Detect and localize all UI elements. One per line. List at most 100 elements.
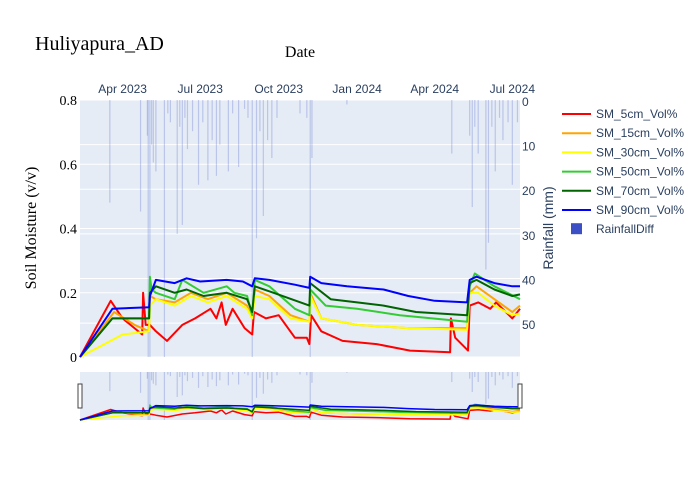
rainfall-bar bbox=[227, 372, 229, 386]
legend-item[interactable]: SM_5cm_Vol% bbox=[562, 107, 678, 121]
x-tick-label: Jul 2023 bbox=[178, 82, 224, 96]
rainfall-bar bbox=[202, 100, 204, 123]
rainfall-bar bbox=[163, 372, 166, 420]
rainfall-bar bbox=[149, 372, 151, 420]
rainfall-bar bbox=[211, 372, 213, 380]
legend-item[interactable]: SM_15cm_Vol% bbox=[562, 126, 684, 140]
y-tick-label: 0.8 bbox=[60, 94, 78, 109]
rainfall-bar bbox=[197, 372, 200, 388]
rainfall-bar bbox=[262, 372, 264, 394]
rainfall-bar bbox=[516, 100, 519, 123]
rainfall-bar bbox=[487, 372, 490, 399]
y2-tick-label: 0 bbox=[522, 95, 529, 109]
legend-label: SM_90cm_Vol% bbox=[596, 203, 684, 217]
rainfall-bar bbox=[502, 100, 504, 141]
x-tick-label: Apr 2024 bbox=[410, 82, 459, 96]
rainfall-bar bbox=[469, 372, 471, 379]
rainfall-bar bbox=[259, 372, 261, 378]
rainfall-bar bbox=[139, 100, 142, 212]
rainfall-bar bbox=[498, 372, 501, 376]
x-tick-label: Oct 2023 bbox=[254, 82, 303, 96]
rainfall-bar bbox=[167, 372, 169, 375]
rainfall-bar bbox=[346, 100, 348, 105]
y2-axis-title: Rainfall (mm) bbox=[540, 186, 556, 269]
rainfall-bar bbox=[251, 372, 253, 420]
rainfall-bar bbox=[181, 372, 183, 396]
rainfall-bar bbox=[146, 100, 148, 136]
rainfall-bar bbox=[516, 372, 519, 377]
legend: SM_5cm_Vol% SM_15cm_Vol% SM_30cm_Vol% SM_50… bbox=[562, 107, 684, 236]
rainfall-bar bbox=[299, 372, 301, 375]
rainfall-bar bbox=[184, 100, 186, 118]
rainfall-bar bbox=[471, 100, 473, 208]
rainfall-bar bbox=[262, 100, 264, 217]
y2-tick-label: 40 bbox=[522, 273, 536, 287]
rainfall-bar bbox=[227, 100, 229, 172]
rainfall-bar bbox=[451, 372, 453, 382]
rainfall-bar bbox=[169, 100, 171, 123]
series-line-sm-5cm-vol- bbox=[79, 407, 521, 421]
rainfall-bar bbox=[197, 100, 200, 185]
chart-title: Huliyapura_AD bbox=[35, 33, 164, 55]
rainfall-bar bbox=[485, 372, 487, 404]
rainfall-bar bbox=[147, 100, 149, 357]
rainfall-bar bbox=[149, 100, 151, 357]
rainfall-bar bbox=[155, 100, 157, 172]
x-axis-title: Date bbox=[285, 44, 315, 61]
rainfall-bar bbox=[202, 372, 204, 377]
rainfall-bar bbox=[255, 100, 258, 239]
rainfall-bar bbox=[207, 100, 209, 181]
rainfall-bar bbox=[146, 372, 148, 379]
main-plot-area[interactable]: 0 0.2 0.4 0.6 0.8 0 10 20 30 40 50 Apr 2023 Jul 2023… bbox=[60, 82, 536, 366]
rainfall-bar bbox=[152, 372, 154, 384]
rainfall-bar bbox=[471, 372, 473, 392]
rainfall-bar bbox=[511, 372, 513, 388]
rainfall-bar bbox=[179, 100, 181, 127]
legend-item[interactable]: SM_70cm_Vol% bbox=[562, 184, 684, 198]
rainfall-bar bbox=[485, 100, 487, 270]
rainfall-bar bbox=[276, 100, 278, 118]
range-slider[interactable] bbox=[77, 372, 523, 421]
legend-item[interactable]: SM_90cm_Vol% bbox=[562, 203, 684, 217]
rainfall-bar bbox=[474, 372, 476, 377]
rainfall-bar bbox=[215, 100, 218, 176]
rainfall-bar bbox=[243, 372, 246, 374]
y2-tick-label: 30 bbox=[522, 229, 536, 243]
y2-tick-label: 20 bbox=[522, 184, 536, 198]
rainfall-bar bbox=[255, 372, 258, 398]
rainfall-bar bbox=[155, 372, 157, 386]
rainfall-bar bbox=[491, 100, 493, 127]
legend-item[interactable]: SM_30cm_Vol% bbox=[562, 145, 684, 159]
rainfall-bar bbox=[219, 372, 221, 381]
series-line-sm-90cm-vol- bbox=[79, 275, 520, 358]
rainfall-bar bbox=[477, 372, 479, 382]
range-slider-right-handle[interactable] bbox=[517, 383, 523, 409]
series-line-sm-5cm-vol- bbox=[79, 291, 521, 358]
series-line-sm-90cm-vol- bbox=[79, 404, 520, 421]
rainfall-bar bbox=[207, 372, 209, 387]
rainfall-bar bbox=[309, 100, 311, 357]
legend-item[interactable]: RainfallDiff bbox=[571, 222, 654, 236]
rainfall-bar bbox=[167, 100, 169, 114]
rainfall-bar bbox=[152, 100, 154, 163]
rainfall-bar bbox=[186, 100, 189, 150]
legend-label: RainfallDiff bbox=[596, 222, 654, 236]
rainfall-bar bbox=[266, 100, 269, 141]
rainfall-bar bbox=[309, 372, 311, 420]
rainfall-bar bbox=[511, 100, 513, 185]
rainfall-bar bbox=[311, 100, 313, 159]
legend-item[interactable]: SM_50cm_Vol% bbox=[562, 165, 684, 179]
rainfall-bar bbox=[247, 372, 249, 376]
rainfall-bar bbox=[186, 372, 189, 382]
rainfall-bar bbox=[311, 372, 313, 383]
rainfall-bar bbox=[179, 372, 181, 377]
range-slider-left-handle[interactable] bbox=[77, 383, 83, 409]
rainfall-bar bbox=[191, 100, 194, 132]
legend-label: SM_5cm_Vol% bbox=[596, 107, 678, 121]
rainfall-bar bbox=[507, 372, 509, 377]
rainfall-bar bbox=[494, 372, 496, 386]
rainfall-bar bbox=[109, 100, 111, 203]
rainfall-bar bbox=[191, 372, 194, 378]
rainfall-bar bbox=[176, 100, 178, 234]
rainfall-bar bbox=[306, 100, 308, 118]
